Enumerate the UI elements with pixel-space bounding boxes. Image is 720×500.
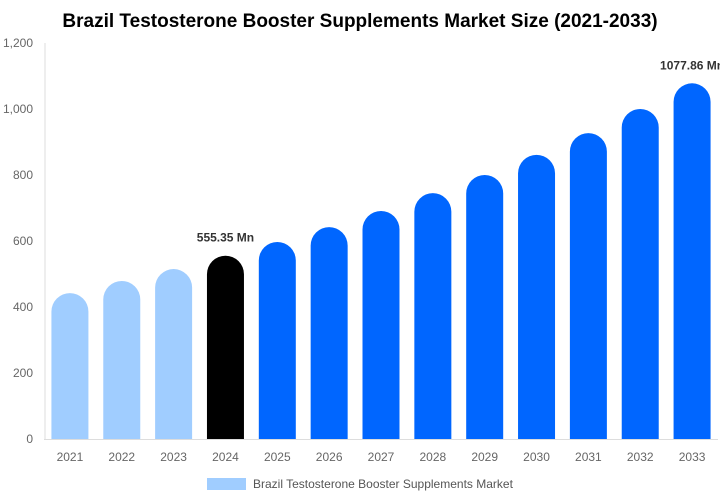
bar-2021	[51, 293, 89, 439]
data-label-2033: 1077.86 Mn	[660, 58, 720, 72]
x-tick-label: 2023	[160, 450, 187, 464]
x-tick-label: 2029	[471, 450, 498, 464]
bar-2027	[362, 210, 400, 439]
x-tick-label: 2031	[575, 450, 602, 464]
y-tick-label: 200	[13, 366, 33, 380]
y-tick-label: 1,000	[3, 102, 33, 116]
x-tick-label: 2030	[523, 450, 550, 464]
x-tick-label: 2027	[368, 450, 395, 464]
bar-2030	[518, 154, 556, 439]
x-tick-label: 2032	[627, 450, 654, 464]
bar-2031	[569, 133, 607, 439]
legend-swatch	[207, 478, 246, 490]
bar-2024	[206, 255, 244, 439]
x-tick-label: 2025	[264, 450, 291, 464]
legend: Brazil Testosterone Booster Supplements …	[207, 477, 514, 491]
bar-2023	[155, 269, 193, 439]
legend-label: Brazil Testosterone Booster Supplements …	[253, 477, 514, 491]
y-tick-label: 0	[26, 432, 33, 446]
x-tick-label: 2022	[108, 450, 135, 464]
x-tick-label: 2026	[316, 450, 343, 464]
x-tick-label: 2033	[679, 450, 706, 464]
x-tick-label: 2024	[212, 450, 239, 464]
x-tick-label: 2021	[57, 450, 84, 464]
bar-2028	[414, 193, 452, 439]
bar-2029	[466, 175, 504, 439]
bar-2025	[258, 241, 296, 439]
y-tick-label: 400	[13, 300, 33, 314]
x-tick-label: 2028	[419, 450, 446, 464]
bar-2022	[103, 280, 141, 439]
bar-2026	[310, 227, 348, 439]
bar-2033	[673, 83, 711, 439]
y-tick-label: 800	[13, 168, 33, 182]
chart-title: Brazil Testosterone Booster Supplements …	[62, 11, 657, 32]
data-label-2024: 555.35 Mn	[197, 231, 254, 245]
bar-2032	[621, 109, 659, 439]
y-tick-label: 1,200	[3, 36, 33, 50]
y-tick-label: 600	[13, 234, 33, 248]
